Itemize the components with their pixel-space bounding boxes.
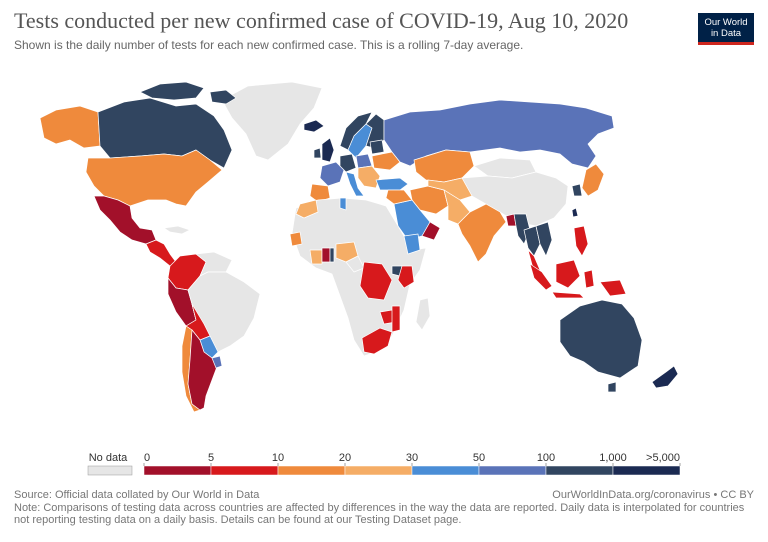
legend-tick-label: >5,000 [646, 452, 680, 464]
region-south-africa[interactable] [361, 327, 393, 355]
region-taiwan[interactable] [571, 207, 579, 218]
region-mozambique[interactable] [391, 305, 401, 333]
legend-bin-6[interactable] [545, 465, 614, 476]
region-uruguay[interactable] [211, 355, 223, 369]
legend-bin-1[interactable] [210, 465, 279, 476]
region-italy[interactable] [345, 171, 365, 197]
region-tasmania[interactable] [607, 381, 617, 393]
region-ivory-coast[interactable] [309, 249, 323, 265]
region-borneo[interactable] [555, 259, 581, 289]
region-malay-peninsula[interactable] [527, 249, 541, 273]
region-india[interactable] [457, 203, 507, 263]
region-papua[interactable] [599, 279, 627, 297]
source-text: Source: Official data collated by Our Wo… [14, 489, 260, 501]
footer: Source: Official data collated by Our Wo… [14, 489, 754, 527]
region-arctic-islands[interactable] [139, 81, 205, 101]
legend-tick-label: 20 [339, 452, 351, 464]
region-ukraine[interactable] [371, 151, 401, 171]
region-togo[interactable] [329, 247, 335, 263]
legend-bin-0[interactable] [143, 465, 212, 476]
legend-tick-label: 50 [473, 452, 485, 464]
region-sumatra[interactable] [529, 263, 553, 291]
region-alaska[interactable] [39, 105, 101, 149]
region-ethiopia[interactable] [403, 233, 421, 255]
legend-tick-label: 0 [144, 452, 150, 464]
region-greenland[interactable] [221, 81, 323, 161]
legend-bin-2[interactable] [277, 465, 346, 476]
region-vietnam[interactable] [535, 221, 553, 257]
region-philippines[interactable] [573, 225, 589, 257]
legend-tick-label: 5 [208, 452, 214, 464]
region-argentina[interactable] [187, 329, 219, 411]
region-ireland[interactable] [313, 147, 322, 159]
logo-line-2: in Data [710, 28, 742, 39]
region-senegal[interactable] [289, 231, 303, 247]
legend: No data 0 5 10 20 30 50 100 1,000 >5,000 [87, 452, 681, 476]
region-france[interactable] [319, 161, 345, 187]
region-mexico[interactable] [93, 195, 157, 245]
region-baltics[interactable] [369, 139, 385, 155]
legend-bin-3[interactable] [344, 465, 413, 476]
region-new-zealand[interactable] [651, 365, 679, 389]
chart-subtitle: Shown is the daily number of tests for e… [14, 38, 524, 52]
legend-tick-label: 1,000 [599, 452, 627, 464]
region-oman[interactable] [421, 221, 441, 241]
region-japan[interactable] [581, 163, 605, 197]
region-sulawesi[interactable] [583, 269, 595, 289]
region-drc[interactable] [359, 261, 393, 301]
region-kenya[interactable] [397, 265, 415, 289]
region-central-asia[interactable] [427, 177, 473, 201]
legend-tick-label: 10 [272, 452, 284, 464]
owid-logo[interactable]: Our World in Data [698, 13, 754, 45]
legend-bin-5[interactable] [478, 465, 547, 476]
source-url-link[interactable]: OurWorldInData.org/coronavirus • CC BY [552, 489, 754, 501]
region-united-kingdom[interactable] [321, 137, 335, 163]
logo-line-1: Our World [704, 17, 748, 28]
legend-tick-label: 30 [406, 452, 418, 464]
region-arctic-islands-east[interactable] [209, 89, 237, 105]
region-morocco[interactable] [295, 199, 319, 219]
chart-title: Tests conducted per new confirmed case o… [14, 8, 629, 33]
region-tunisia[interactable] [339, 197, 347, 211]
legend-tick-label: 100 [537, 452, 555, 464]
region-australia[interactable] [559, 299, 643, 379]
region-balkans[interactable] [357, 165, 381, 189]
legend-bin-4[interactable] [411, 465, 480, 476]
region-iceland[interactable] [303, 119, 325, 133]
region-thailand[interactable] [523, 225, 541, 257]
region-turkey[interactable] [375, 177, 409, 191]
region-germany[interactable] [339, 153, 357, 173]
region-south-korea[interactable] [571, 183, 583, 197]
legend-no-data-label: No data [89, 452, 128, 464]
world-map[interactable] [0, 0, 768, 430]
footnote-text: Note: Comparisons of testing data across… [14, 501, 745, 527]
region-iraq-levant[interactable] [385, 189, 413, 205]
region-cuba[interactable] [163, 225, 191, 235]
legend-no-data-swatch [87, 465, 133, 476]
region-java[interactable] [551, 291, 585, 299]
region-madagascar[interactable] [415, 297, 431, 331]
legend-bin-7[interactable] [612, 465, 681, 476]
logo-accent-bar [698, 42, 754, 45]
